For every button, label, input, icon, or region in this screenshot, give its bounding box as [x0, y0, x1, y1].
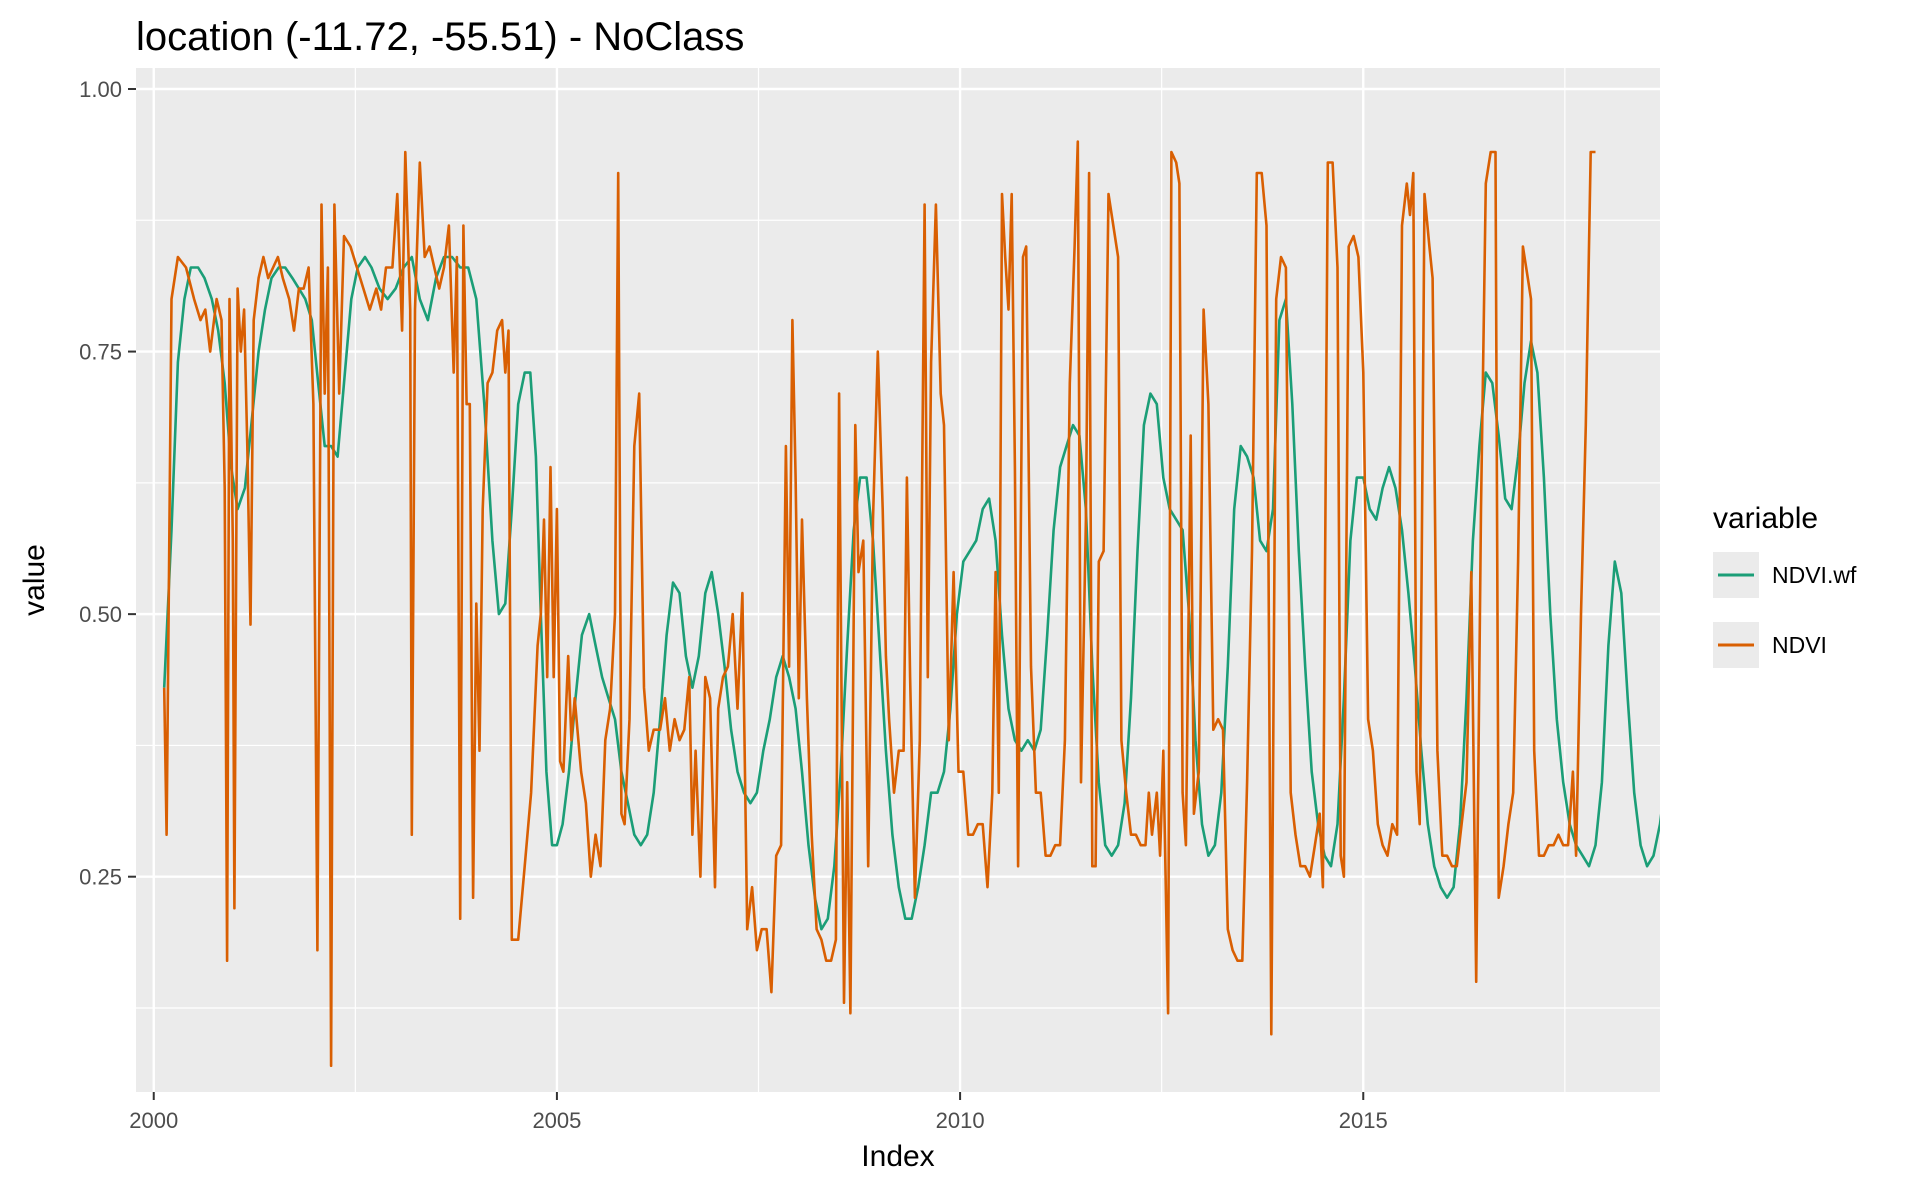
series-lines: [162, 140, 1660, 1067]
plot-panel: [136, 68, 1660, 1092]
y-tick-label-0: 0.25: [79, 865, 122, 890]
series-line-ndvi-wf: [162, 255, 1660, 931]
x-axis-ticks: 2000 2005 2010 2015: [129, 1092, 1388, 1133]
series-line-ndvi: [162, 140, 1596, 1067]
chart-title: location (-11.72, -55.51) - NoClass: [136, 15, 744, 59]
x-axis-title: Index: [861, 1140, 934, 1173]
legend: variable NDVI.wf NDVI: [1713, 502, 1857, 668]
x-tick-label-0: 2000: [129, 1108, 178, 1133]
x-tick-label-3: 2015: [1339, 1108, 1388, 1133]
y-tick-label-2: 0.75: [79, 340, 122, 365]
y-tick-label-3: 1.00: [79, 77, 122, 102]
grid-minor: [136, 68, 1660, 1092]
y-tick-label-1: 0.50: [79, 602, 122, 627]
y-axis-ticks: 0.25 0.50 0.75 1.00: [79, 77, 136, 890]
legend-title: variable: [1713, 502, 1818, 535]
x-tick-label-1: 2005: [532, 1108, 581, 1133]
legend-label-ndvi-wf: NDVI.wf: [1772, 562, 1857, 588]
x-tick-label-2: 2010: [936, 1108, 985, 1133]
legend-label-ndvi: NDVI: [1772, 632, 1827, 658]
y-axis-title: value: [18, 544, 51, 616]
